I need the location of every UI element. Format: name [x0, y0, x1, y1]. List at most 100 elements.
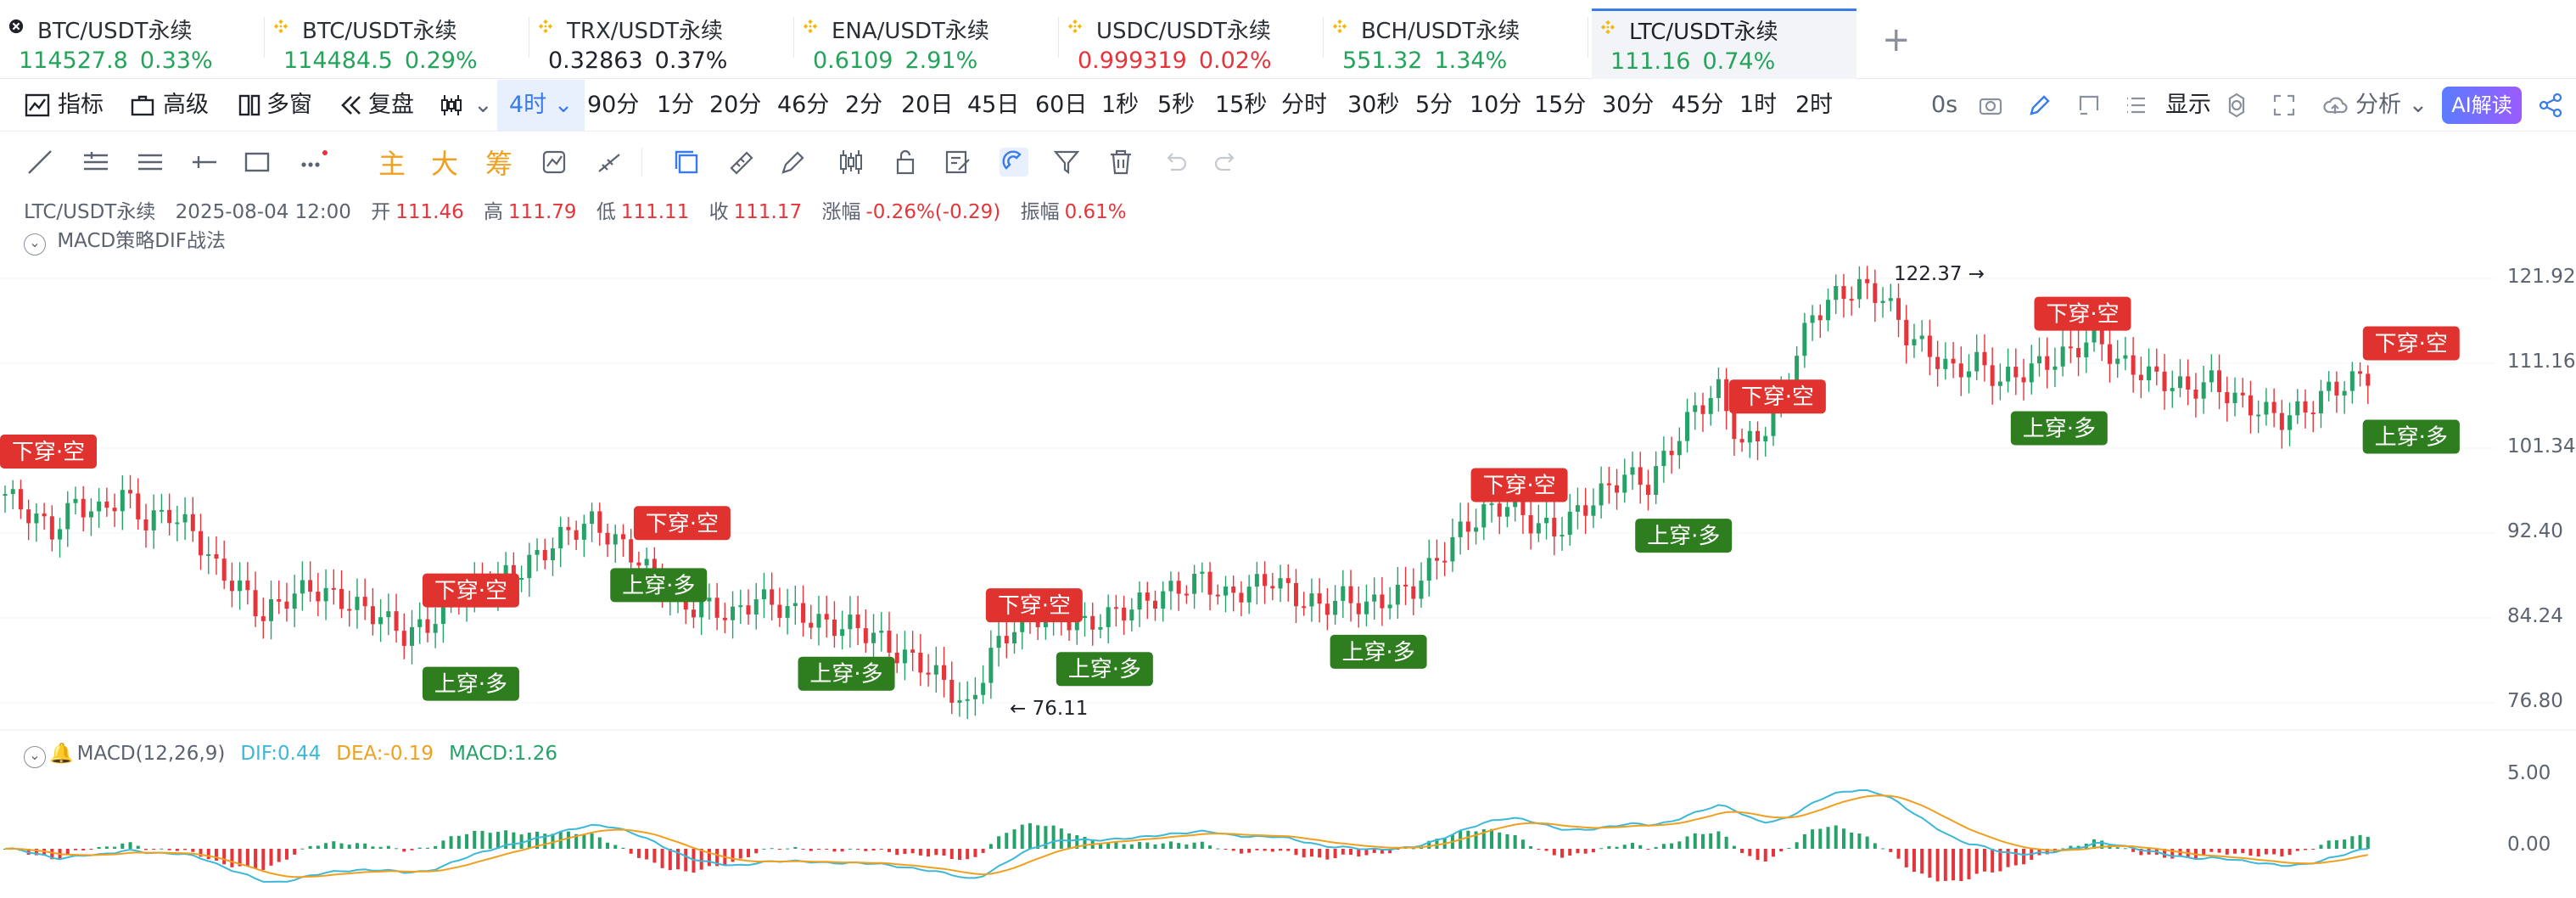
macd-histogram-bar — [1192, 842, 1196, 849]
advanced-button[interactable]: 高级 — [163, 92, 209, 118]
interval-option[interactable]: 5分 — [1415, 92, 1453, 118]
macd-histogram-bar — [1904, 849, 1908, 867]
collapse-chevron-icon[interactable]: ⌄ — [24, 233, 46, 255]
interval-option[interactable]: 2分 — [845, 92, 883, 118]
indicator-draw-icon[interactable] — [540, 148, 568, 177]
measure-icon[interactable] — [596, 148, 624, 177]
more-dots-icon[interactable] — [299, 148, 328, 177]
macd-histogram-bar — [1114, 841, 1118, 849]
rectangle-icon[interactable] — [243, 148, 272, 177]
candle-body — [277, 599, 282, 602]
buy-signal-badge: 上穿·多 — [798, 656, 895, 691]
candle-body — [1145, 592, 1150, 601]
candle-body — [1278, 578, 1283, 589]
candle-body — [1380, 594, 1385, 609]
interval-option[interactable]: 45日 — [967, 92, 1020, 118]
horizontal-line-icon[interactable] — [190, 148, 219, 177]
chevron-down-icon[interactable]: ⌄ — [473, 92, 493, 118]
edit-pencil-icon[interactable] — [2026, 92, 2053, 119]
ticker-tab[interactable]: BTC/USDT永续 114527.8 0.33% — [0, 10, 265, 78]
chip-distribution-tool[interactable]: 筹 — [485, 148, 513, 180]
interval-option[interactable]: 15秒 — [1215, 92, 1268, 118]
ticker-tab[interactable]: BCH/USDT永续 551.32 1.34% — [1324, 10, 1588, 78]
list-icon[interactable] — [2123, 92, 2150, 119]
interval-option[interactable]: 10分 — [1470, 92, 1522, 118]
interval-option[interactable]: 15分 — [1534, 92, 1587, 118]
macd-histogram-bar — [997, 836, 1001, 849]
lock-icon[interactable] — [891, 148, 920, 177]
ticker-tab[interactable]: TRX/USDT永续 0.32863 0.37% — [529, 10, 794, 78]
interval-option[interactable]: 90分 — [587, 92, 640, 118]
redo-icon[interactable] — [1212, 148, 1240, 177]
undo-icon[interactable] — [1161, 148, 1190, 177]
big-order-tool[interactable]: 大 — [431, 148, 459, 180]
candlestick-plot: 下穿·空下穿·空下穿·空下穿·空下穿·空下穿·空下穿·空下穿·空上穿·多上穿·多… — [0, 263, 2576, 883]
main-chart-tool[interactable]: 主 — [378, 148, 406, 180]
interval-option[interactable]: 20日 — [901, 92, 954, 118]
interval-option[interactable]: 45分 — [1672, 92, 1724, 118]
analysis-button[interactable]: 分析 ⌄ — [2355, 92, 2428, 118]
settings-gear-icon[interactable] — [2223, 92, 2250, 119]
interval-selected[interactable]: 4时 ⌄ — [497, 80, 585, 131]
candle-body — [1630, 467, 1635, 475]
macd-histogram-bar — [1044, 826, 1048, 849]
ticker-price: 0.999319 — [1078, 48, 1187, 74]
macd-histogram-bar — [2225, 849, 2229, 855]
candle-body — [2217, 370, 2222, 393]
bell-icon[interactable]: 🔔 — [49, 743, 74, 765]
ticker-tab-active[interactable]: LTC/USDT永续 111.16 0.74% — [1592, 8, 1856, 79]
candle-body — [1192, 573, 1197, 594]
camera-icon[interactable] — [1977, 92, 2004, 119]
note-edit-icon[interactable] — [944, 148, 972, 177]
fullscreen-icon[interactable] — [2271, 92, 2298, 119]
copy-layer-icon[interactable] — [672, 148, 701, 177]
interval-option[interactable]: 1时 — [1739, 92, 1778, 118]
ruler-icon[interactable] — [726, 148, 755, 177]
candle-body — [292, 593, 297, 609]
ai-interpret-button[interactable]: AI解读 — [2442, 87, 2522, 124]
replay-button[interactable]: 复盘 — [368, 92, 414, 118]
strategy-legend[interactable]: ⌄ MACD策略DIF战法 — [24, 224, 226, 255]
filter-icon[interactable] — [1052, 148, 1081, 177]
interval-option[interactable]: 5秒 — [1157, 92, 1196, 118]
magnet-icon[interactable] — [1000, 148, 1028, 177]
layout-icon[interactable] — [2075, 92, 2103, 119]
macd-histogram-bar — [1544, 849, 1548, 851]
interval-option[interactable]: 1分 — [657, 92, 695, 118]
ticker-tab[interactable]: ENA/USDT永续 0.6109 2.91% — [794, 10, 1059, 78]
ticker-tab[interactable]: BTC/USDT永续 114484.5 0.29% — [265, 10, 529, 78]
macd-histogram-bar — [1388, 849, 1392, 854]
channel-icon[interactable] — [136, 148, 165, 177]
interval-option[interactable]: 20分 — [709, 92, 762, 118]
candle-body — [1747, 430, 1752, 443]
signal-badge-text: 上穿·多 — [1341, 640, 1414, 665]
interval-option[interactable]: 30秒 — [1347, 92, 1400, 118]
interval-option[interactable]: 2时 — [1795, 92, 1834, 118]
close-circle-icon[interactable] — [8, 19, 24, 34]
interval-option[interactable]: 分时 — [1281, 92, 1327, 118]
add-tab-plus-icon[interactable]: + — [1882, 20, 1911, 59]
chart-area[interactable]: LTC/USDT永续 2025-08-04 12:00 开 111.46 高 111… — [0, 187, 2576, 898]
interval-option[interactable]: 1秒 — [1101, 92, 1140, 118]
parallel-lines-icon[interactable] — [81, 148, 110, 177]
candle-body — [1997, 381, 2002, 386]
candle-body — [933, 665, 938, 675]
interval-option[interactable]: 60日 — [1035, 92, 1088, 118]
cloud-upload-icon[interactable] — [2321, 92, 2349, 119]
ticker-tab[interactable]: USDC/USDT永续 0.999319 0.02% — [1059, 10, 1324, 78]
display-button[interactable]: 显示 — [2165, 92, 2211, 118]
collapse-chevron-icon[interactable]: ⌄ — [24, 746, 46, 768]
ticker-change: 0.74% — [1702, 48, 1776, 75]
candlestick-type-icon[interactable] — [438, 92, 465, 119]
macd-histogram-bar — [1873, 843, 1877, 849]
sell-signal-badge: 下穿·空 — [422, 573, 519, 608]
trend-line-icon[interactable] — [25, 148, 54, 177]
multi-window-button[interactable]: 多窗 — [266, 92, 312, 118]
pen-icon[interactable] — [779, 148, 808, 177]
interval-option[interactable]: 30分 — [1602, 92, 1655, 118]
trash-icon[interactable] — [1106, 148, 1135, 177]
indicators-button[interactable]: 指标 — [58, 92, 104, 118]
share-icon[interactable] — [2537, 92, 2564, 119]
candle-compare-icon[interactable] — [837, 148, 865, 177]
interval-option[interactable]: 46分 — [777, 92, 830, 118]
